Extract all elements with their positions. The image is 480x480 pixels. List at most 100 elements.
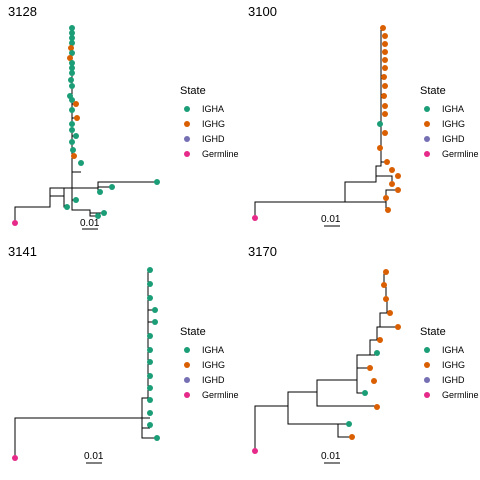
tip-germline (252, 215, 258, 221)
tip-ighg (74, 115, 80, 121)
tip-igha (69, 30, 75, 36)
tip-ighg (382, 130, 388, 136)
tip-igha (97, 189, 103, 195)
scale-bar-label: 0.01 (321, 451, 341, 462)
tip-igha (69, 121, 75, 127)
tip-ighg (383, 269, 389, 275)
tip-igha (69, 70, 75, 76)
legend-label-germline: Germline (442, 149, 479, 159)
tip-igha (147, 385, 153, 391)
panel-3170: 3170 (248, 244, 479, 464)
tree-branches (254, 271, 398, 451)
legend-label-igha: IGHA (442, 104, 464, 114)
scale-bar: 0.01 (321, 451, 341, 464)
legend-label-igha: IGHA (202, 345, 224, 355)
tip-igha (69, 25, 75, 31)
scale-bar: 0.01 (84, 451, 104, 464)
tip-ighg (382, 57, 388, 63)
panel-title: 3128 (8, 4, 37, 19)
legend-key-ighg (184, 121, 190, 127)
legend-key-germline (184, 392, 190, 398)
legend-label-igha: IGHA (202, 104, 224, 114)
tip-ighg (367, 365, 373, 371)
tip-ighg (68, 45, 74, 51)
tip-igha (68, 77, 74, 83)
tip-ighg (384, 159, 390, 165)
legend: State IGHA IGHG IGHD Germline (180, 85, 239, 159)
legend-key-germline (424, 392, 430, 398)
tip-ighg (382, 83, 388, 89)
legend-key-igha (184, 106, 190, 112)
tip-ighg (389, 167, 395, 173)
tip-ighg (381, 93, 387, 99)
legend-key-igha (424, 106, 430, 112)
tree-tips (12, 267, 160, 461)
legend-title: State (420, 326, 446, 338)
tip-igha (69, 107, 75, 113)
tip-igha (147, 295, 153, 301)
legend-title: State (420, 85, 446, 97)
tip-igha (69, 83, 75, 89)
legend-label-germline: Germline (202, 149, 239, 159)
tip-igha (95, 213, 101, 219)
tip-igha (147, 373, 153, 379)
tip-ighg (73, 101, 79, 107)
tip-igha (69, 97, 75, 103)
scale-bar: 0.01 (321, 214, 341, 227)
tree-tips (252, 25, 401, 221)
tip-igha (69, 40, 75, 46)
tree-tips (12, 25, 160, 226)
tip-ighg (377, 337, 383, 343)
legend-label-ighd: IGHD (442, 134, 465, 144)
tip-igha (346, 421, 352, 427)
legend-label-ighd: IGHD (442, 375, 465, 385)
legend-label-ighg: IGHG (442, 119, 465, 129)
tip-ighg (382, 41, 388, 47)
legend-title: State (180, 85, 206, 97)
tip-igha (154, 179, 160, 185)
tip-igha (73, 197, 79, 203)
tip-igha (147, 347, 153, 353)
tip-ighg (382, 111, 388, 117)
tip-ighg (382, 103, 388, 109)
legend-key-ighg (184, 362, 190, 368)
tip-igha (147, 281, 153, 287)
legend-key-germline (424, 151, 430, 157)
tip-igha (69, 60, 75, 66)
legend-key-ighg (424, 121, 430, 127)
legend-label-ighg: IGHG (202, 119, 225, 129)
legend-key-germline (184, 151, 190, 157)
tip-ighg (385, 207, 391, 213)
tip-igha (377, 121, 383, 127)
legend-key-igha (424, 347, 430, 353)
scale-bar-label: 0.01 (321, 214, 341, 225)
tip-igha (147, 397, 153, 403)
tree-branches (14, 269, 157, 458)
tip-igha (154, 435, 160, 441)
legend: State IGHA IGHG IGHD Germline (420, 85, 479, 159)
tip-ighg (67, 55, 73, 61)
panel-title: 3100 (248, 4, 277, 19)
legend-key-ighd (424, 377, 430, 383)
legend-key-ighg (424, 362, 430, 368)
legend-key-igha (184, 347, 190, 353)
tip-germline (12, 455, 18, 461)
tip-igha (69, 127, 75, 133)
tip-ighg (383, 296, 389, 302)
tip-ighg (377, 145, 383, 151)
scale-bar: 0.01 (80, 218, 100, 230)
tip-igha (69, 65, 75, 71)
tip-igha (147, 410, 153, 416)
legend-label-ighg: IGHG (202, 360, 225, 370)
tip-ighg (395, 173, 401, 179)
tip-ighg (381, 74, 387, 80)
tip-igha (64, 204, 70, 210)
tip-igha (101, 210, 107, 216)
scale-bar-label: 0.01 (84, 451, 104, 462)
tip-igha (152, 319, 158, 325)
tip-ighg (349, 434, 355, 440)
tree-branches (14, 28, 157, 222)
legend-key-ighd (184, 136, 190, 142)
legend: State IGHA IGHG IGHD Germline (180, 326, 239, 400)
